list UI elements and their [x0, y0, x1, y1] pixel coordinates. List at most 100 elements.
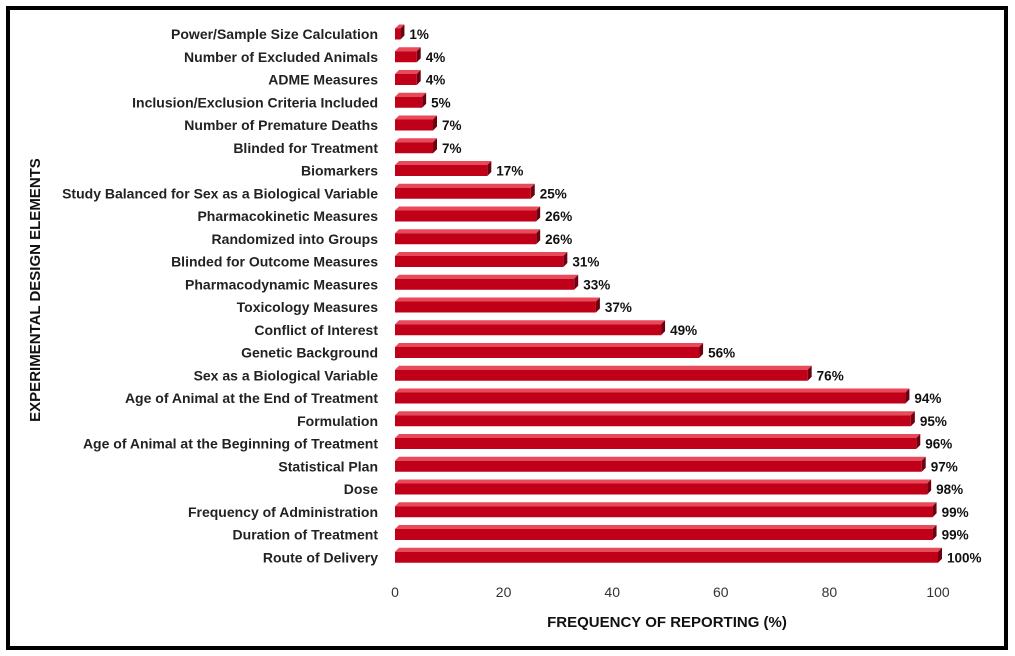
bar-top-face	[395, 206, 541, 211]
bar-side-face	[932, 502, 937, 518]
data-label: 25%	[540, 186, 567, 201]
bar	[395, 343, 704, 358]
bar	[395, 183, 535, 199]
bar-top-face	[395, 320, 666, 325]
data-label: 31%	[572, 255, 599, 270]
bar-side-face	[416, 47, 421, 63]
bar	[395, 320, 666, 336]
bar-front-face	[395, 165, 488, 176]
category-label: Sex as a Biological Variable	[194, 367, 379, 383]
bar-front-face	[395, 551, 938, 563]
x-axis-ticks: 0 20 40 60 80 100	[391, 584, 950, 600]
data-label: 99%	[942, 505, 969, 520]
bar-side-face	[595, 297, 600, 313]
bar-front-face	[395, 483, 928, 495]
data-label: 97%	[931, 459, 958, 474]
bar-top-face	[395, 388, 910, 393]
bar-front-face	[395, 506, 933, 518]
x-axis-title: FREQUENCY OF REPORTING (%)	[547, 614, 787, 631]
bar	[395, 502, 937, 518]
bar-side-face	[905, 388, 910, 404]
category-label: Conflict of Interest	[254, 322, 378, 338]
data-labels: 1%4%4%5%7%7%17%25%26%26%31%33%37%49%56%7…	[409, 27, 981, 565]
category-label: Blinded for Outcome Measures	[171, 254, 378, 270]
bar-top-face	[395, 411, 915, 416]
bars-layer	[395, 24, 942, 563]
bar-top-face	[395, 365, 812, 370]
bar-top-face	[395, 274, 579, 279]
data-label: 17%	[496, 164, 523, 179]
bar-front-face	[395, 96, 423, 108]
bar-top-face	[395, 47, 421, 52]
data-label: 4%	[426, 73, 446, 88]
category-label: Statistical Plan	[278, 458, 378, 474]
bar	[395, 434, 921, 449]
x-tick-label: 40	[604, 584, 620, 600]
bar-side-face	[807, 365, 812, 381]
bar-front-face	[395, 74, 417, 85]
bar-front-face	[395, 460, 922, 472]
bar-front-face	[395, 324, 662, 336]
bar-top-face	[395, 479, 932, 484]
x-tick-label: 60	[713, 584, 729, 600]
y-axis-title: EXPERIMENTAL DESIGN ELEMENTS	[27, 158, 44, 422]
category-label: Toxicology Measures	[237, 299, 379, 315]
bar-top-face	[395, 297, 600, 302]
bar-top-face	[395, 434, 921, 438]
data-label: 7%	[442, 118, 462, 133]
bar-side-face	[416, 70, 421, 85]
bar	[395, 411, 915, 427]
category-label: Number of Premature Deaths	[184, 117, 378, 133]
bar-front-face	[395, 28, 401, 40]
bar	[395, 547, 942, 563]
bar-top-face	[395, 183, 535, 188]
bar-front-face	[395, 529, 933, 540]
category-label: Age of Animal at the End of Treatment	[125, 390, 378, 406]
x-tick-label: 80	[822, 584, 838, 600]
bar	[395, 47, 421, 63]
bar-front-face	[395, 347, 700, 358]
category-label: Age of Animal at the Beginning of Treatm…	[83, 436, 378, 452]
bar-front-face	[395, 301, 596, 313]
bar-top-face	[395, 92, 427, 97]
category-label: Randomized into Groups	[212, 231, 379, 247]
bar	[395, 138, 438, 154]
bar-front-face	[395, 369, 808, 381]
bar-top-face	[395, 115, 438, 120]
bar-top-face	[395, 138, 438, 143]
bar-front-face	[395, 187, 531, 199]
category-label: Power/Sample Size Calculation	[171, 26, 378, 42]
bar-top-face	[395, 252, 568, 256]
bar-front-face	[395, 438, 917, 449]
category-label: Biomarkers	[301, 163, 378, 179]
bar-front-face	[395, 51, 417, 63]
data-label: 100%	[947, 550, 982, 565]
data-label: 98%	[936, 482, 963, 497]
bar	[395, 161, 492, 176]
bar-top-face	[395, 343, 704, 347]
bar-top-face	[395, 456, 926, 461]
bar	[395, 297, 600, 313]
bar	[395, 479, 932, 495]
bar-top-face	[395, 70, 421, 74]
bar-side-face	[422, 92, 427, 108]
x-tick-label: 0	[391, 584, 399, 600]
bar	[395, 365, 812, 381]
bar	[395, 24, 405, 40]
data-label: 26%	[545, 209, 572, 224]
bar-front-face	[395, 256, 564, 267]
data-label: 1%	[409, 27, 429, 42]
x-tick-label: 20	[496, 584, 512, 600]
bar-front-face	[395, 415, 911, 427]
data-label: 26%	[545, 232, 572, 247]
category-label: Route of Delivery	[263, 549, 378, 565]
category-labels: Power/Sample Size Calculation Number of E…	[62, 26, 378, 565]
bar	[395, 525, 937, 540]
category-label: Inclusion/Exclusion Criteria Included	[132, 94, 378, 110]
bar-side-face	[938, 547, 942, 563]
bar-side-face	[530, 183, 535, 199]
bar-front-face	[395, 142, 434, 154]
bar-side-face	[563, 252, 568, 267]
bar-side-face	[910, 411, 915, 427]
